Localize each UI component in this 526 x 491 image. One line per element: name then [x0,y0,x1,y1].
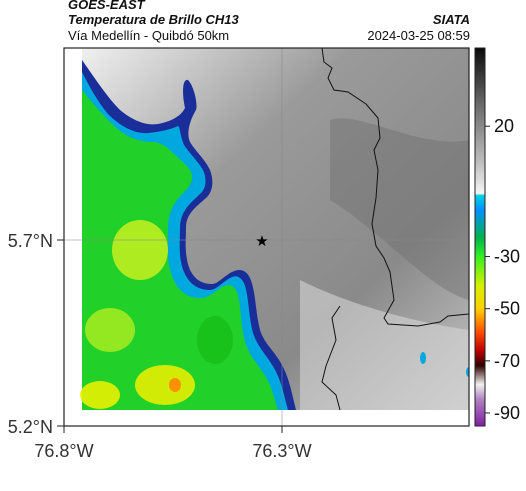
colorbar-ticks: 20 -30 -50 -70 -90 [485,116,520,423]
colorbar [474,47,486,427]
product-title: Temperatura de Brillo CH13 [68,12,239,27]
map-frame [63,47,470,427]
organization-label: SIATA [432,12,470,27]
city-marker-icon: ★ [255,233,268,250]
colorbar-tick-label: -30 [494,247,520,267]
colorbar-tick-label: 20 [494,116,514,136]
lon-label: 76.3°W [252,441,311,461]
colorbar-tick-label: -50 [494,299,520,319]
lat-label: 5.2°N [8,417,53,437]
admin-border [321,48,469,327]
region-subtitle: Vía Medellín - Quibdó 50km [68,28,230,43]
colorbar-tick-label: -90 [494,403,520,423]
satellite-title: GOES-EAST [68,0,145,12]
lon-label: 76.8°W [34,441,93,461]
timestamp-label: 2024-03-25 08:59 [367,28,470,43]
small-cloud-cell [420,352,426,364]
lat-label: 5.7°N [8,231,53,251]
colorbar-tick-label: -70 [494,351,520,371]
